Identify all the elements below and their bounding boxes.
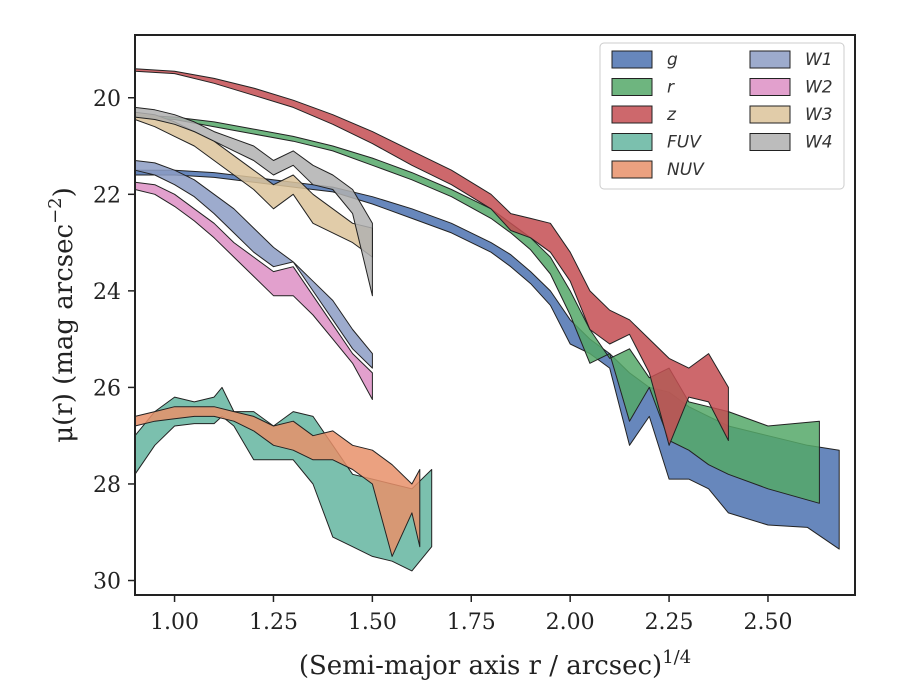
x-tick-label: 2.00 xyxy=(546,610,595,635)
series-band-r xyxy=(134,114,820,504)
x-tick-label: 1.00 xyxy=(150,610,199,635)
y-tick-label: 20 xyxy=(93,87,121,112)
x-tick-label: 2.25 xyxy=(645,610,694,635)
x-tick-label: 1.25 xyxy=(249,610,298,635)
y-tick-label: 28 xyxy=(93,473,121,498)
series-layer xyxy=(134,68,840,572)
y-axis-label: μ(r) (mag arcsec−2) xyxy=(45,187,79,443)
legend-label-w3: W3 xyxy=(805,105,833,125)
series-band-z xyxy=(134,68,729,446)
plot-frame xyxy=(134,34,856,596)
y-tick-label: 26 xyxy=(93,376,121,401)
legend-label-w4: W4 xyxy=(805,133,833,153)
series-band-fuv xyxy=(134,386,433,572)
series-band-w4 xyxy=(134,106,373,297)
legend-label-fuv: FUV xyxy=(667,133,702,153)
legend-label-nuv: NUV xyxy=(667,160,705,180)
legend-swatch-w1 xyxy=(749,50,791,69)
legend-swatch-w3 xyxy=(749,105,791,124)
y-tick-label: 24 xyxy=(93,280,121,305)
legend-swatch-z xyxy=(611,105,653,124)
legend-label-z: z xyxy=(666,105,677,125)
legend-label-w2: W2 xyxy=(805,78,833,98)
y-tick-label: 30 xyxy=(93,570,121,595)
ticks-layer: 1.00 1.25 1.50 1.75 2.00 2.25 2.50 20 22 24 26 28 30 xyxy=(93,87,792,635)
y-tick-label: 22 xyxy=(93,183,121,208)
legend-swatch-w2 xyxy=(749,78,791,96)
x-axis-label: (Semi-major axis r / arcsec)1/4 xyxy=(299,647,691,681)
series-band-g xyxy=(134,169,840,550)
series-band-w1 xyxy=(134,160,373,369)
legend-label-r: r xyxy=(667,78,675,98)
legend-swatch-w4 xyxy=(749,133,791,151)
legend-swatch-nuv xyxy=(611,160,653,179)
series-band-nuv xyxy=(134,406,421,557)
x-tick-label: 1.50 xyxy=(348,610,397,635)
legend-label-g: g xyxy=(667,50,678,70)
legend-label-w1: W1 xyxy=(805,50,833,70)
x-tick-label: 2.50 xyxy=(743,610,792,635)
legend: grz FUV NUV W1 W2 W3 W4 xyxy=(599,42,845,190)
legend-swatch-fuv xyxy=(611,133,653,151)
legend-items: grz FUV NUV W1 W2 W3 W4 xyxy=(611,50,833,180)
legend-swatch-r xyxy=(611,78,653,96)
legend-swatch-g xyxy=(611,50,653,69)
x-tick-label: 1.75 xyxy=(447,610,496,635)
series-band-w2 xyxy=(134,181,373,400)
